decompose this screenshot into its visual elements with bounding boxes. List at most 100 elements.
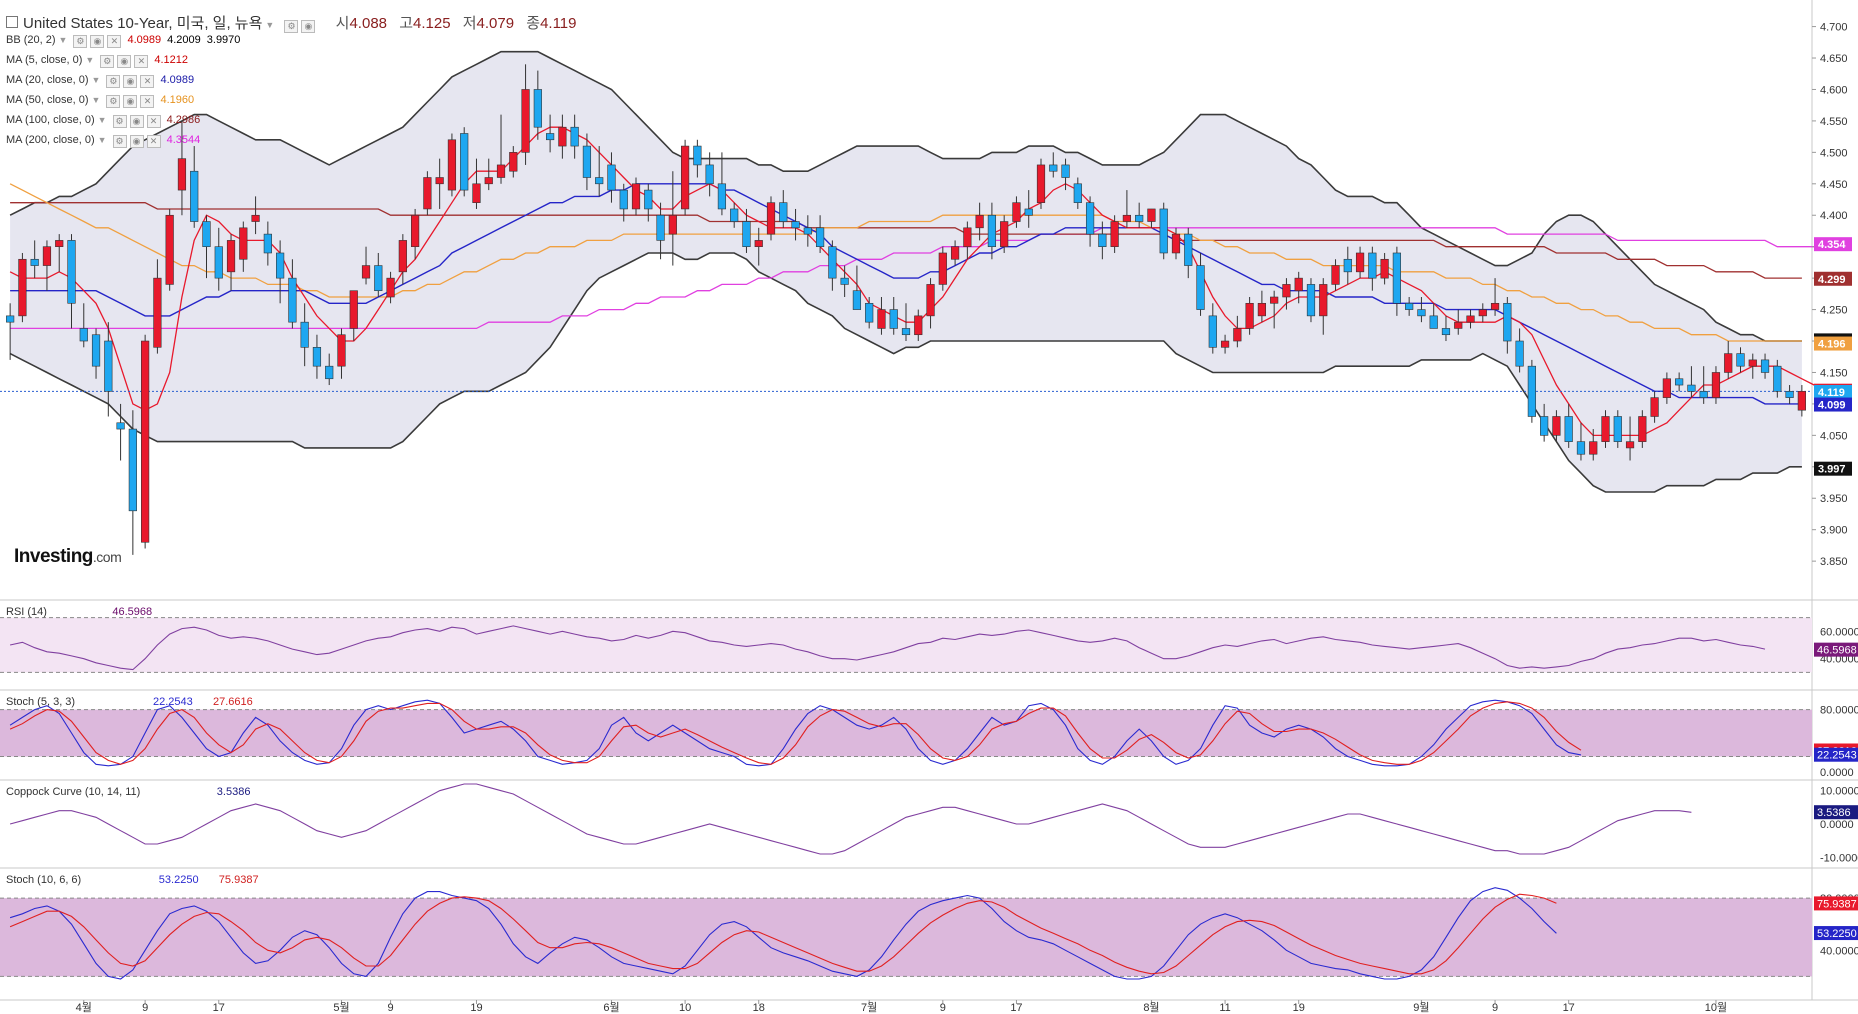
candle xyxy=(705,152,714,197)
settings-icon[interactable]: ⚙ xyxy=(112,115,127,128)
candle-body xyxy=(1110,221,1119,247)
pane-tag-label: 46.5968 xyxy=(1817,645,1857,657)
rsi-line xyxy=(9,625,1766,671)
time-tick-label: 8월 xyxy=(1143,1001,1159,1014)
stoch-5-3-3-pane[interactable]: Stoch (5, 3, 3) 22.2543 27.6616 xyxy=(0,696,1812,767)
collapse-icon[interactable] xyxy=(6,16,18,28)
candle-body xyxy=(1441,328,1451,336)
settings-icon[interactable]: ⚙ xyxy=(73,35,88,48)
chevron-down-icon[interactable]: ▼ xyxy=(91,95,101,105)
candle xyxy=(1638,410,1647,448)
hide-icon[interactable]: ◉ xyxy=(90,35,105,48)
candle-body xyxy=(803,227,812,235)
candle-body xyxy=(91,334,101,367)
candle-body xyxy=(386,277,395,298)
close-icon[interactable]: ✕ xyxy=(146,135,161,148)
chevron-down-icon[interactable]: ▼ xyxy=(97,135,107,145)
candle xyxy=(1687,366,1696,398)
candle xyxy=(1171,227,1181,260)
close-icon[interactable]: ✕ xyxy=(140,75,155,88)
price-tick-label: 4.150 xyxy=(1820,367,1848,379)
chart-header[interactable]: United States 10-Year, 미국, 일, 뉴욕 ▼ ⚙ ◉ 시4.… xyxy=(6,12,577,33)
candle-body xyxy=(975,214,984,229)
candle xyxy=(570,114,579,159)
candle-body xyxy=(1245,302,1254,329)
candle xyxy=(165,208,174,291)
candle-body xyxy=(926,284,935,317)
hide-icon[interactable]: ◉ xyxy=(123,75,138,88)
candle-body xyxy=(582,145,592,178)
chevron-down-icon[interactable]: ▼ xyxy=(85,55,95,65)
candle xyxy=(312,334,322,379)
candle xyxy=(717,152,727,216)
candle xyxy=(1392,246,1401,316)
settings-icon[interactable]: ⚙ xyxy=(100,55,115,68)
candle xyxy=(877,297,886,335)
candle-body xyxy=(1233,328,1242,342)
chevron-down-icon[interactable]: ▼ xyxy=(97,115,107,125)
candle-body xyxy=(361,265,371,279)
candle-body xyxy=(546,133,555,141)
candle-body xyxy=(865,302,874,323)
hide-icon[interactable]: ◉ xyxy=(117,55,132,68)
settings-icon[interactable]: ⚙ xyxy=(106,75,121,88)
candle-body xyxy=(1098,233,1107,247)
stoch-10-6-6-pane[interactable]: Stoch (10, 6, 6) 53.2250 75.9387 xyxy=(0,874,1812,980)
candle xyxy=(963,221,972,260)
candle xyxy=(791,208,800,241)
hide-icon[interactable]: ◉ xyxy=(301,20,316,33)
indicator-legend-row[interactable]: MA (50, close, 0) ▼ ⚙ ◉ ✕ 4.1960 xyxy=(6,94,194,108)
coppock-pane[interactable]: Coppock Curve (10, 14, 11) 3.5386 xyxy=(6,783,1692,855)
hide-icon[interactable]: ◉ xyxy=(123,95,138,108)
rsi-pane[interactable]: RSI (14) 46.5968 xyxy=(0,606,1812,673)
close-icon[interactable]: ✕ xyxy=(107,35,122,48)
candle xyxy=(496,114,506,184)
indicator-legend-row[interactable]: BB (20, 2) ▼ ⚙ ◉ ✕ 4.0989 4.2009 3.9970 xyxy=(6,34,240,48)
time-tick-label: 9 xyxy=(940,1002,946,1014)
candle-body xyxy=(840,277,849,285)
candle xyxy=(325,353,334,386)
candle-body xyxy=(374,265,383,292)
candle-body xyxy=(1208,315,1217,348)
hide-icon[interactable]: ◉ xyxy=(129,135,144,148)
chevron-down-icon[interactable]: ▼ xyxy=(91,75,101,85)
indicator-legend-row[interactable]: MA (20, close, 0) ▼ ⚙ ◉ ✕ 4.0989 xyxy=(6,74,194,88)
close-icon[interactable]: ✕ xyxy=(140,95,155,108)
candle-body xyxy=(1073,183,1082,203)
indicator-value: 4.0989 xyxy=(127,34,162,46)
candle xyxy=(411,208,420,260)
candle-body xyxy=(1699,391,1708,398)
candle xyxy=(1785,385,1794,404)
candle xyxy=(1257,290,1266,323)
candle-body xyxy=(411,214,420,247)
candle-body xyxy=(1171,233,1181,254)
settings-icon[interactable]: ⚙ xyxy=(106,95,121,108)
candle xyxy=(1490,278,1500,316)
candle xyxy=(1564,403,1573,448)
indicator-legend-row[interactable]: MA (200, close, 0) ▼ ⚙ ◉ ✕ 4.3544 xyxy=(6,134,200,148)
hide-icon[interactable]: ◉ xyxy=(129,115,144,128)
price-pane[interactable] xyxy=(0,50,1827,555)
close-icon[interactable]: ✕ xyxy=(134,55,149,68)
candle xyxy=(1270,290,1279,329)
indicator-legend-row[interactable]: MA (100, close, 0) ▼ ⚙ ◉ ✕ 4.2986 xyxy=(6,114,200,128)
indicator-legend-row[interactable]: MA (5, close, 0) ▼ ⚙ ◉ ✕ 4.1212 xyxy=(6,54,188,68)
candle xyxy=(116,403,125,461)
candle-body xyxy=(496,164,506,178)
candle xyxy=(656,202,665,260)
candle-body xyxy=(460,133,469,191)
high-value: 4.125 xyxy=(413,15,451,32)
candle xyxy=(55,234,64,272)
ma200-line xyxy=(10,227,1815,330)
candle xyxy=(337,328,346,379)
chevron-down-icon[interactable]: ▼ xyxy=(58,35,68,45)
price-tag-bg xyxy=(1814,384,1852,399)
candle xyxy=(423,171,432,216)
settings-icon[interactable]: ⚙ xyxy=(112,135,127,148)
chevron-down-icon[interactable]: ▼ xyxy=(265,20,275,30)
candle-body xyxy=(779,202,788,222)
settings-icon[interactable]: ⚙ xyxy=(284,20,299,33)
close-icon[interactable]: ✕ xyxy=(146,115,161,128)
candle-body xyxy=(104,340,113,392)
